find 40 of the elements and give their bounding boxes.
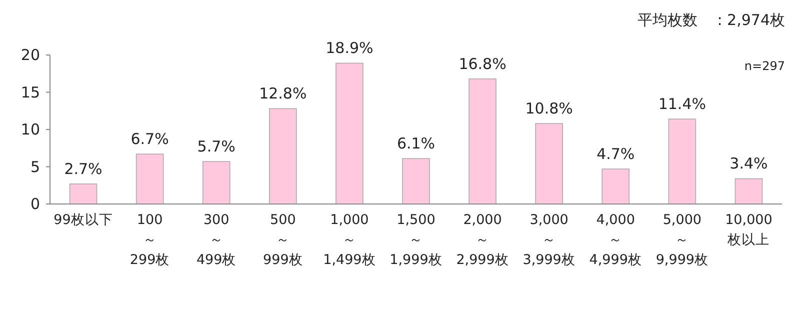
data-label: 6.7%	[130, 130, 169, 148]
data-label: 10.8%	[525, 100, 573, 118]
data-label: 16.8%	[458, 54, 506, 73]
bar	[668, 118, 696, 204]
bar	[202, 161, 230, 204]
y-tick-label: 15	[20, 83, 40, 102]
data-label: 4.7%	[596, 144, 635, 163]
x-tick-label: 10,000枚以上	[725, 212, 772, 248]
bar	[734, 178, 763, 204]
data-label: 6.1%	[396, 134, 436, 153]
bar	[336, 62, 364, 204]
data-label: 11.4%	[658, 95, 706, 114]
annotation: n=297	[744, 59, 785, 73]
x-tick-label: 100 ～ 299枚	[130, 212, 170, 268]
y-tick-label: 5	[30, 158, 40, 176]
x-tick-label: 4,000 ～ 4,999枚	[589, 212, 642, 268]
x-tick-label: 2,000 ～ 2,999枚	[456, 212, 509, 268]
bar	[402, 158, 430, 204]
data-label: 12.8%	[259, 84, 307, 103]
bar	[535, 123, 563, 204]
x-tick-label: 300 ～ 499枚	[196, 212, 236, 268]
data-label: 3.4%	[730, 154, 768, 173]
y-tick-label: 20	[20, 46, 40, 64]
data-label: 2.7%	[64, 160, 102, 178]
bar	[269, 108, 297, 204]
bar	[602, 168, 630, 204]
y-tick-label: 10	[20, 120, 40, 138]
y-tick-label: 0	[30, 195, 40, 213]
bar	[468, 78, 496, 204]
text: 平均枚数 : 2,974枚	[637, 11, 785, 29]
x-tick-label: 3,000 ～ 3,999枚	[522, 212, 576, 268]
x-tick-label: 500 ～ 999枚	[263, 212, 303, 268]
data-label: 18.9%	[326, 39, 374, 58]
bar	[69, 183, 98, 204]
x-tick-label: 1,000 ～ 1,499枚	[323, 212, 376, 268]
x-tick-label: 1,500 ～ 1,999枚	[390, 212, 442, 268]
x-tick-label: 99枚以下	[54, 212, 113, 228]
bar	[136, 154, 164, 204]
x-tick-label: 5,000 ～ 9,999枚	[656, 212, 709, 268]
data-label: 5.7%	[197, 138, 236, 156]
